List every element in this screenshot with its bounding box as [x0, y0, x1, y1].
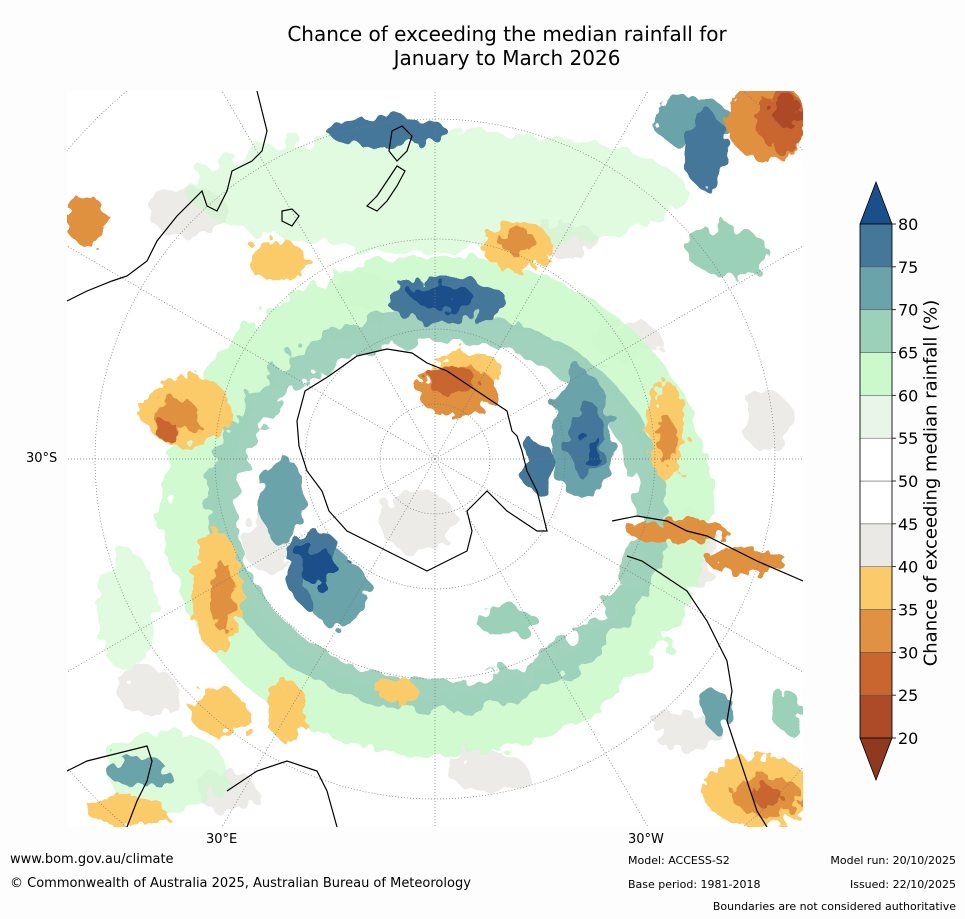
- new-zealand-south: [365, 165, 406, 212]
- colorbar-segment: [859, 652, 893, 696]
- colorbar-tick-label: 65: [898, 344, 918, 363]
- colorbar: 20 25 30 35 40 45 50 55 60 65 70 75 80: [855, 180, 965, 785]
- footer-model: Model: ACCESS-S2: [628, 854, 730, 867]
- graticule: [67, 91, 803, 827]
- footer-copyright: © Commonwealth of Australia 2025, Austra…: [10, 876, 471, 891]
- colorbar-svg: 20 25 30 35 40 45 50 55 60 65 70 75 80: [859, 180, 918, 782]
- colorbar-tick-label: 45: [898, 515, 918, 534]
- tasmania-coast: [281, 208, 300, 227]
- colorbar-tick-label: 80: [898, 215, 918, 234]
- colorbar-title: Chance of exceeding median rainfall (%): [920, 299, 942, 667]
- colorbar-segment: [859, 395, 893, 439]
- colorbar-tick-label: 40: [898, 558, 918, 577]
- colorbar-tick-label: 55: [898, 429, 918, 448]
- colorbar-segment: [859, 352, 893, 396]
- colorbar-segment: [859, 480, 893, 525]
- title-line-1: Chance of exceeding the median rainfall …: [287, 22, 727, 46]
- map-svg: [67, 91, 803, 827]
- africa-coast: [67, 745, 338, 827]
- rainfall-probability-map: [67, 91, 803, 827]
- australia-coast: [67, 91, 268, 302]
- lon-label-30w: 30°W: [628, 832, 664, 847]
- colorbar-segment: [859, 223, 893, 268]
- colorbar-segment: [859, 309, 893, 353]
- footer-base-period: Base period: 1981-2018: [628, 878, 761, 891]
- colorbar-extend-high: [859, 180, 893, 225]
- colorbar-segment: [859, 566, 893, 610]
- title-line-2: January to March 2026: [393, 46, 621, 70]
- new-zealand-north: [388, 125, 413, 162]
- lat-label-30s: 30°S: [26, 451, 58, 466]
- colorbar-segment: [859, 266, 893, 310]
- colorbar-segment: [859, 437, 893, 482]
- footer-website: www.bom.gov.au/climate: [10, 852, 174, 867]
- colorbar-tick-label: 50: [898, 472, 918, 491]
- colorbar-tick-label: 20: [898, 729, 918, 748]
- south-america-coast: [611, 515, 803, 827]
- footer-issued: Issued: 22/10/2025: [849, 878, 956, 891]
- dry-anomalies: [67, 91, 803, 826]
- colorbar-segment: [859, 694, 893, 739]
- chart-title: Chance of exceeding the median rainfall …: [67, 22, 947, 70]
- lon-label-30e: 30°E: [206, 832, 238, 847]
- coastlines: [67, 91, 803, 827]
- colorbar-tick-label: 75: [898, 258, 918, 277]
- antarctica-coast: [296, 348, 548, 572]
- colorbar-tick-label: 25: [898, 686, 918, 705]
- colorbar-tick-label: 30: [898, 643, 918, 662]
- probability-field: [97, 96, 802, 811]
- colorbar-tick-label: 70: [898, 301, 918, 320]
- colorbar-segment: [859, 609, 893, 653]
- colorbar-extend-low: [859, 737, 893, 782]
- colorbar-tick-label: 35: [898, 601, 918, 620]
- footer-model-run: Model run: 20/10/2025: [830, 854, 956, 867]
- colorbar-segment: [859, 523, 893, 567]
- colorbar-tick-label: 60: [898, 386, 918, 405]
- footer-disclaimer: Boundaries are not considered authoritat…: [712, 900, 956, 913]
